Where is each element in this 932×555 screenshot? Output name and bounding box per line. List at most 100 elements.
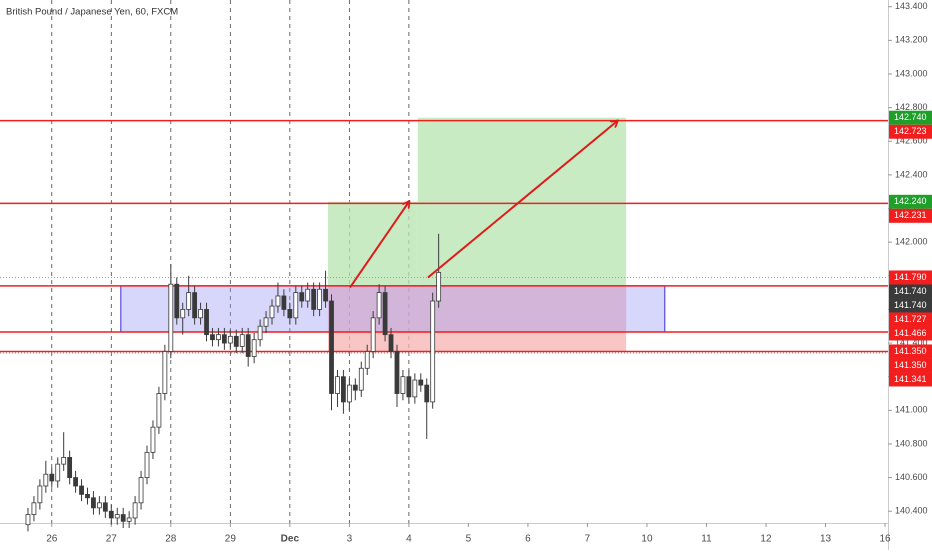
y-tick-label: 143.000 <box>895 68 928 78</box>
candle-body <box>156 393 162 428</box>
price-label: 141.341 <box>894 374 927 384</box>
candle-body <box>43 473 49 487</box>
candle-body <box>263 317 269 327</box>
price-label-box <box>889 312 932 327</box>
candle-body <box>204 309 209 336</box>
candle-body <box>424 384 430 403</box>
y-tick-label: 142.400 <box>895 169 928 179</box>
candle-body <box>186 292 192 310</box>
candle-body <box>406 376 412 398</box>
x-tick-label: 27 <box>106 534 118 545</box>
price-label: 141.727 <box>894 314 927 324</box>
price-label-box <box>889 298 932 313</box>
candle-body <box>257 325 263 341</box>
y-tick-label: 140.400 <box>895 506 928 516</box>
y-tick-label: 142.000 <box>895 237 928 247</box>
candle-body <box>275 295 281 307</box>
arrow <box>427 121 617 279</box>
price-label: 142.240 <box>894 196 927 206</box>
y-tick-label: 143.200 <box>895 35 928 45</box>
x-tick-label: 28 <box>165 534 177 545</box>
x-tick-label: 16 <box>879 534 891 545</box>
price-label: 141.350 <box>894 360 927 370</box>
y-tick-label: 141.000 <box>895 405 928 415</box>
candle-body <box>305 288 311 302</box>
price-label-box <box>889 284 932 299</box>
candle-body <box>227 335 233 344</box>
candle-body <box>221 334 227 344</box>
candle-body <box>85 494 90 499</box>
price-label: 141.740 <box>894 300 927 310</box>
candle-body <box>317 288 323 310</box>
candle-body <box>31 502 37 515</box>
x-tick-label: Dec <box>281 534 300 545</box>
price-label: 141.350 <box>894 346 927 356</box>
candle-body <box>120 514 126 522</box>
candle-body <box>138 477 144 504</box>
x-tick-label: 29 <box>225 534 237 545</box>
chart-title: British Pound / Japanese Yen, 60, FXCM <box>6 7 178 18</box>
candle-body <box>245 334 251 357</box>
candle-body <box>61 457 67 465</box>
candle-body <box>126 517 132 522</box>
candle-body <box>162 351 168 394</box>
candle-body <box>430 300 436 403</box>
candle-body <box>311 288 317 310</box>
candle-body <box>358 367 364 391</box>
candle-body <box>287 309 293 319</box>
candle-body <box>382 292 388 336</box>
candle-body <box>400 376 406 394</box>
candle-body <box>25 514 31 526</box>
x-tick-label: 6 <box>525 534 531 545</box>
candle-body <box>370 317 376 352</box>
candle-body <box>418 379 424 386</box>
price-label: 142.231 <box>894 210 927 220</box>
x-tick-label: 3 <box>347 534 353 545</box>
candle-body <box>91 497 96 509</box>
candle-body <box>114 514 120 519</box>
y-tick-label: 142.800 <box>895 102 928 112</box>
x-tick-label: 10 <box>641 534 653 545</box>
candle-body <box>79 485 84 495</box>
price-label-box <box>889 344 932 359</box>
price-label-box <box>889 124 932 139</box>
y-tick-label: 141.400 <box>895 337 928 347</box>
candle-body <box>352 384 358 391</box>
candle-body <box>102 502 108 512</box>
price-label: 141.740 <box>894 286 927 296</box>
candle-body <box>239 334 245 347</box>
candle-body <box>335 376 340 394</box>
candle-body <box>269 305 275 319</box>
candle-body <box>132 502 138 519</box>
candle-body <box>168 283 174 352</box>
arrow <box>349 202 409 289</box>
price-label: 142.740 <box>894 112 927 122</box>
candle-body <box>174 283 180 319</box>
y-tick-label: 142.600 <box>895 136 928 146</box>
x-tick-label: 12 <box>760 534 772 545</box>
y-tick-label: 140.800 <box>895 438 928 448</box>
candle-body <box>73 477 78 487</box>
x-tick-label: 5 <box>466 534 472 545</box>
x-tick-label: 13 <box>820 534 832 545</box>
candle-body <box>216 334 221 341</box>
price-label-box <box>889 372 932 387</box>
candle-body <box>150 426 156 453</box>
x-tick-label: 7 <box>585 534 591 545</box>
price-label: 142.723 <box>894 126 927 136</box>
candle-body <box>388 334 394 352</box>
zone <box>327 201 418 286</box>
candle-body <box>49 473 55 482</box>
candle-body <box>412 379 418 398</box>
candle-body <box>180 309 186 319</box>
candle-body <box>394 351 400 394</box>
candle-body <box>55 463 61 482</box>
candle-body <box>198 309 203 319</box>
y-tick-label: 140.600 <box>895 472 928 482</box>
candle-body <box>281 295 287 310</box>
candle-body <box>364 351 370 369</box>
candle-body <box>108 510 114 519</box>
candle-body <box>210 334 215 341</box>
candle-body <box>233 335 239 347</box>
